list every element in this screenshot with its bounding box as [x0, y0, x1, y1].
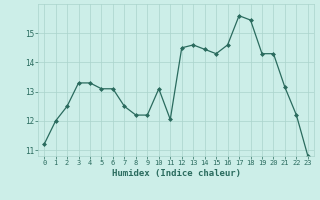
- X-axis label: Humidex (Indice chaleur): Humidex (Indice chaleur): [111, 169, 241, 178]
